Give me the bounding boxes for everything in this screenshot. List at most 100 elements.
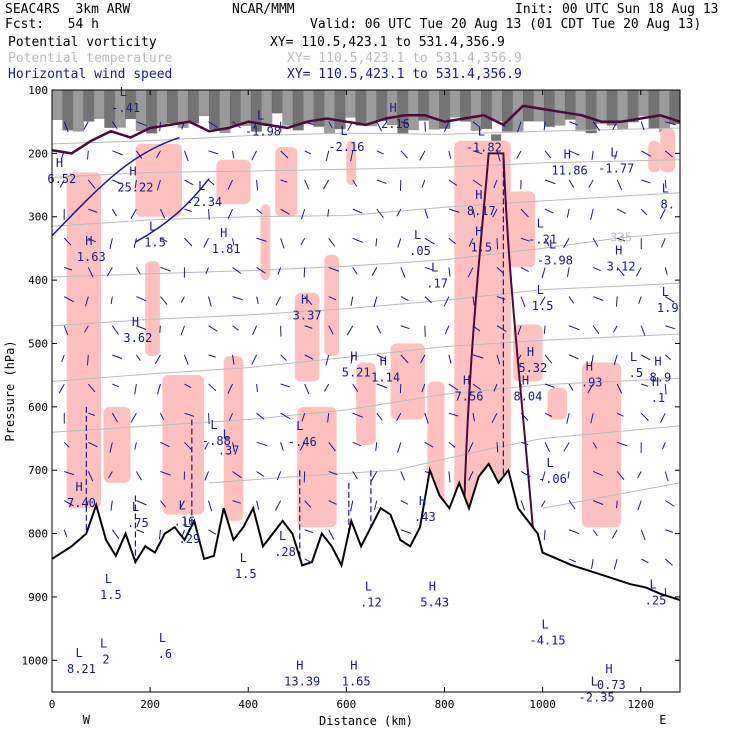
pv-high-shade [282, 90, 294, 126]
wind-arrow [520, 208, 529, 218]
wind-arrow [256, 208, 263, 215]
pv-shaded-region [294, 292, 320, 382]
wind-arrow [88, 208, 98, 213]
wind-arrow [543, 325, 546, 334]
wind-arrow [592, 266, 601, 272]
wind-speed-contour [135, 178, 210, 243]
wind-arrow [208, 296, 212, 307]
wind-arrow [568, 150, 580, 156]
wind-arrow [328, 237, 336, 247]
wind-arrow [636, 267, 642, 277]
pv-high-shade [271, 90, 283, 114]
pv-high-shade [240, 90, 252, 127]
wind-arrow [568, 296, 575, 304]
extremum-value: 8.9 [650, 370, 672, 384]
extremum-marker: L [159, 631, 166, 645]
extremum-marker: L [478, 124, 485, 138]
wind-arrow [400, 354, 409, 364]
wind-arrow [592, 471, 603, 477]
wind-arrow [184, 412, 195, 417]
x-end-label-east: E [659, 713, 666, 727]
extremum-marker: L [662, 181, 669, 195]
pv-shaded-region [390, 343, 425, 420]
pv-contour [463, 152, 534, 528]
pv-high-shade [72, 90, 84, 132]
wind-arrow [134, 179, 137, 189]
header-model: SEAC4RS 3km ARW [5, 2, 131, 17]
wind-arrow [641, 179, 651, 184]
extremum-value: .5 [629, 366, 643, 380]
wind-arrow [376, 150, 384, 155]
wind-arrow [304, 179, 310, 190]
wind-arrow [109, 442, 113, 453]
wind-arrow [87, 383, 96, 393]
field-xy-wind: XY= 110.5,423.1 to 531.4,356.9 [287, 67, 522, 82]
wind-arrow [256, 179, 259, 191]
terrain-line [52, 462, 680, 602]
extremum-value: 8.21 [67, 662, 96, 676]
wind-arrow [208, 529, 217, 535]
extremum-marker: H [75, 480, 82, 494]
wind-arrow [520, 266, 529, 273]
wind-arrow [208, 150, 219, 155]
wind-arrow [543, 529, 546, 541]
wind-arrow [397, 238, 402, 248]
wind-arrow [568, 179, 575, 189]
wind-arrow [543, 121, 546, 131]
wind-arrow [665, 325, 676, 330]
extremum-marker: L [591, 675, 598, 689]
extremum-value: -.21 [528, 232, 557, 246]
wind-arrow [325, 150, 330, 162]
pv-high-shade [219, 90, 231, 133]
wind-arrow [376, 208, 384, 218]
wind-arrow [64, 266, 73, 271]
pv-high-shade [596, 90, 608, 124]
extremum-value: 1.5 [470, 241, 492, 255]
wind-arrow [136, 529, 145, 534]
wind-arrow [400, 529, 412, 534]
wind-arrow [275, 296, 282, 306]
wind-arrow [87, 150, 89, 160]
wind-arrow [136, 121, 147, 127]
pv-high-shade [606, 90, 618, 126]
wind-arrow [277, 267, 282, 275]
wind-arrow [616, 179, 623, 191]
extremum-value: 7.40 [67, 496, 96, 510]
wind-arrow [661, 442, 666, 450]
extremum-marker: H [652, 375, 659, 389]
wind-arrow [64, 471, 75, 476]
wind-arrow [448, 267, 451, 277]
wind-arrow [587, 383, 594, 394]
extremum-value: 1.5 [100, 588, 122, 602]
wind-arrow [183, 150, 189, 162]
wind-arrow [370, 471, 378, 482]
wind-arrow [443, 296, 450, 307]
extremum-marker: H [350, 349, 357, 363]
wind-arrow [544, 208, 554, 214]
wind-arrow [424, 266, 434, 271]
wind-arrow [520, 237, 530, 242]
wind-arrow [665, 121, 676, 126]
wind-arrow [568, 354, 579, 360]
pv-high-shade [229, 90, 241, 126]
pv-high-shade [575, 90, 587, 132]
extremum-marker: H [429, 579, 436, 593]
wind-arrow [640, 150, 652, 157]
wind-arrow [300, 208, 306, 220]
field-label-wind: Horizontal wind speed [8, 67, 173, 82]
wind-arrow [328, 471, 338, 476]
wind-arrow [424, 296, 432, 304]
extremum-value: 1.9 [657, 301, 679, 315]
wind-arrow [228, 412, 234, 421]
wind-arrow [227, 383, 234, 394]
wind-arrow [227, 179, 234, 190]
pv-shaded-region [547, 387, 568, 420]
wind-arrow [301, 413, 306, 422]
wind-arrow [664, 150, 673, 158]
pv-shaded-region [260, 204, 271, 281]
y-tick-label: 400 [28, 274, 48, 287]
wind-arrow [400, 500, 409, 505]
extremum-marker: H [132, 315, 139, 329]
wind-arrow [157, 383, 161, 395]
wind-arrow [468, 238, 474, 247]
